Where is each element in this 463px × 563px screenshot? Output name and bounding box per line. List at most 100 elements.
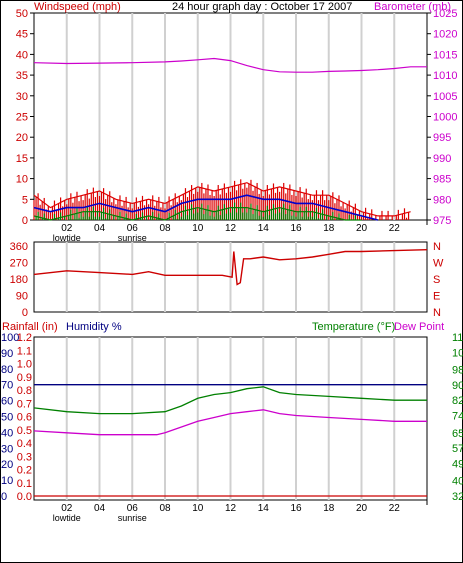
temperature-tick-label: 115 (452, 332, 463, 344)
barometer-tick-label: 1010 (433, 70, 457, 82)
x-tick-label: 08 (159, 503, 171, 514)
humidity-tick-label: 10 (1, 475, 13, 487)
x-tick-label: 02 (61, 223, 73, 234)
humidity-label: Humidity % (66, 321, 122, 333)
barometer-tick-label: 985 (433, 174, 451, 186)
barometer-tick-label: 975 (433, 215, 451, 227)
x-sublabel: lowtide (53, 513, 81, 523)
windspeed-tick-label: 25 (16, 112, 28, 124)
temperature-label: Temperature (°F) (312, 321, 395, 333)
barometer-tick-label: 1000 (433, 112, 457, 124)
x-tick-label: 04 (94, 503, 106, 514)
wind_min-line (33, 206, 362, 221)
temperature-tick-label: 82 (452, 395, 463, 407)
humidity-grid (65, 337, 396, 500)
barometer-tick-label: 1015 (433, 49, 457, 61)
rainfall-tick-label: 1.2 (17, 332, 32, 344)
temperature-tick-label: 65 (452, 428, 463, 440)
x-tick-label: 18 (323, 223, 335, 234)
x-tick-label: 20 (356, 223, 368, 234)
windspeed-label: Windspeed (mph) (34, 1, 121, 13)
direction-tick-label: 90 (16, 291, 28, 303)
barometer-tick-label: 980 (433, 194, 451, 206)
rainfall-tick-label: 0.0 (17, 491, 32, 503)
rainfall-tick-label: 0.8 (17, 385, 32, 397)
x-tick-label: 22 (389, 223, 401, 234)
windspeed-tick-label: 0 (22, 215, 28, 227)
x-tick-label: 10 (192, 223, 204, 234)
x-tick-label: 08 (159, 223, 171, 234)
temperature-tick-label: 40 (452, 476, 463, 488)
x-tick-label: 12 (225, 223, 237, 234)
windspeed-tick-label: 45 (16, 29, 28, 41)
compass-label: N (433, 241, 441, 253)
x-sublabel: sunrise (118, 513, 147, 523)
barometer-axis: 975 980 985 990 995 1000 1005 1010 1015 1020 1025 (427, 8, 457, 227)
direction-tick-label: 0 (22, 307, 28, 319)
direction-lines (33, 249, 428, 286)
x-tick-label: 18 (323, 503, 335, 514)
barometer-tick-label: 1020 (433, 29, 457, 41)
barometer-tick-label: 1025 (433, 8, 457, 20)
barometer-tick-label: 1005 (433, 91, 457, 103)
rainfall-axis: 0.00.10.2 0.30.40.50.6 0.70.80.91.0 1.11.2 (17, 332, 32, 503)
temperature-line (33, 386, 427, 415)
barometer-tick-label: 990 (433, 153, 451, 165)
x-tick-label: 06 (127, 223, 139, 234)
windspeed-tick-label: 10 (16, 174, 28, 186)
rainfall-tick-label: 1.0 (17, 359, 32, 371)
x-tick-label: 04 (94, 223, 106, 234)
x-tick-label: 10 (192, 503, 204, 514)
x-sublabel: lowtide (53, 233, 81, 243)
windspeed-axis: 0 5 10 15 20 25 30 35 40 45 50 (16, 8, 34, 227)
compass-label: E (433, 291, 440, 303)
rainfall-tick-label: 0.6 (17, 412, 32, 424)
x-tick-label: 06 (127, 503, 139, 514)
wind_avg-line (33, 194, 379, 221)
temperature-lines (33, 384, 427, 497)
temperature-tick-label: 98 (452, 365, 463, 377)
humidity-tick-label: 40 (1, 427, 13, 439)
rainfall-tick-label: 0.5 (17, 425, 32, 437)
temperature-tick-label: 90 (452, 380, 463, 392)
temperature-tick-label: 49 (452, 458, 463, 470)
windspeed-tick-label: 35 (16, 70, 28, 82)
windspeed-tick-label: 30 (16, 91, 28, 103)
graph-title: 24 hour graph day : October 17 2007 (172, 1, 352, 13)
x-tick-label: 12 (225, 503, 237, 514)
rainfall-label: Rainfall (in) (2, 321, 58, 333)
humidity-tick-label: 100 (1, 332, 19, 344)
humidity-axis: 0 10 20 30 40 50 60 70 80 90 100 (1, 332, 19, 503)
windspeed-tick-label: 20 (16, 132, 28, 144)
windspeed-tick-label: 50 (16, 8, 28, 20)
dewpoint-label: Dew Point (394, 321, 444, 333)
windspeed-tick-label: 5 (22, 194, 28, 206)
humidity-tick-label: 30 (1, 443, 13, 455)
direction-tick-label: 180 (10, 274, 28, 286)
barometer-line (33, 57, 427, 73)
temperature-axis: 32 40 49 57 65 74 82 90 98 107 115 (452, 332, 463, 503)
humidity-tick-label: 90 (1, 348, 13, 360)
x-tick-label: 14 (258, 223, 270, 234)
rainfall-tick-label: 0.3 (17, 451, 32, 463)
direction-axis: 0 90 180 270 360 (10, 241, 28, 319)
rainfall-tick-label: 1.1 (17, 345, 32, 357)
rainfall-tick-label: 0.1 (17, 478, 32, 490)
humidity-tick-label: 60 (1, 396, 13, 408)
wind_gust-line (33, 182, 411, 217)
direction-line (33, 249, 428, 286)
wind-grid (65, 13, 396, 220)
humidity-tick-label: 0 (1, 491, 7, 503)
temperature-tick-label: 74 (452, 411, 463, 423)
x-sublabel: sunrise (118, 233, 147, 243)
windspeed-tick-label: 15 (16, 153, 28, 165)
x-tick-label: 16 (290, 223, 302, 234)
windspeed-tick-label: 40 (16, 49, 28, 61)
barometer-tick-label: 995 (433, 132, 451, 144)
rainfall-tick-label: 0.2 (17, 465, 32, 477)
x-tick-label: 14 (258, 503, 270, 514)
direction-tick-label: 360 (10, 241, 28, 253)
